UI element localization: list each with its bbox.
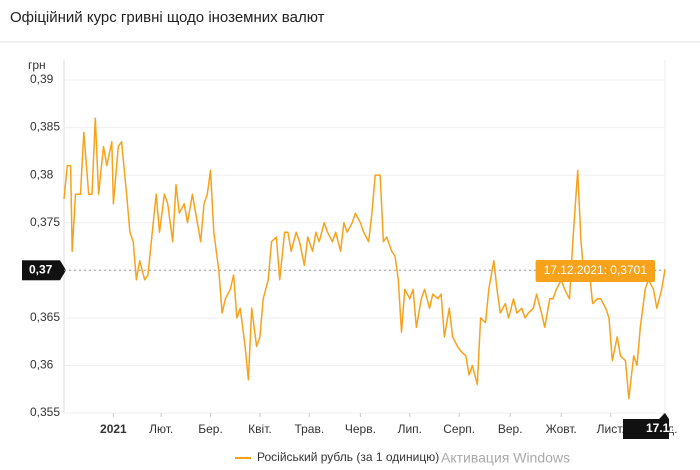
x-badge-arrow bbox=[659, 413, 669, 419]
chart-title: Офіційний курс гривні щодо іноземних вал… bbox=[10, 9, 325, 26]
y-tick-label: 0,36 bbox=[30, 358, 54, 372]
x-tick-label: Лип. bbox=[398, 422, 422, 436]
tooltip-box bbox=[535, 260, 655, 282]
y-badge bbox=[22, 260, 60, 281]
x-tick-label: Черв. bbox=[345, 422, 376, 436]
x-badge bbox=[622, 419, 669, 439]
y-axis-label: грн bbox=[28, 58, 46, 72]
x-tick-label: Бер. bbox=[198, 422, 223, 436]
y-badge-arrow bbox=[60, 260, 66, 281]
data-line bbox=[63, 117, 666, 400]
x-tick-label: Трав. bbox=[294, 422, 324, 436]
y-tick-label: 0,37 bbox=[29, 262, 53, 276]
y-tick-label: 0,38 bbox=[30, 167, 54, 181]
x-tick-label: Квіт. bbox=[248, 422, 272, 436]
watermark: Активация Windows bbox=[441, 450, 570, 466]
x-tick-label: Лют. bbox=[149, 422, 173, 436]
x-tick-label: 2021 bbox=[100, 422, 127, 436]
tooltip-text: 17.12.2021: 0,3701 bbox=[544, 263, 648, 277]
y-tick-label: 0,375 bbox=[30, 215, 60, 229]
x-tick-label: Серп. bbox=[443, 422, 475, 436]
y-tick-label: 0,39 bbox=[30, 72, 54, 86]
y-tick-label: 0,355 bbox=[30, 405, 60, 419]
y-tick-label: 0,385 bbox=[30, 120, 60, 134]
x-badge-text: 17.12 bbox=[646, 421, 676, 435]
x-tick-label: Жовт. bbox=[546, 422, 577, 436]
legend-label: Російський рубль (за 1 одиницю) bbox=[257, 450, 439, 464]
x-tick-label: Лист. bbox=[597, 422, 625, 436]
x-tick-label: Вер. bbox=[498, 422, 523, 436]
y-tick-label: 0,365 bbox=[30, 310, 60, 324]
